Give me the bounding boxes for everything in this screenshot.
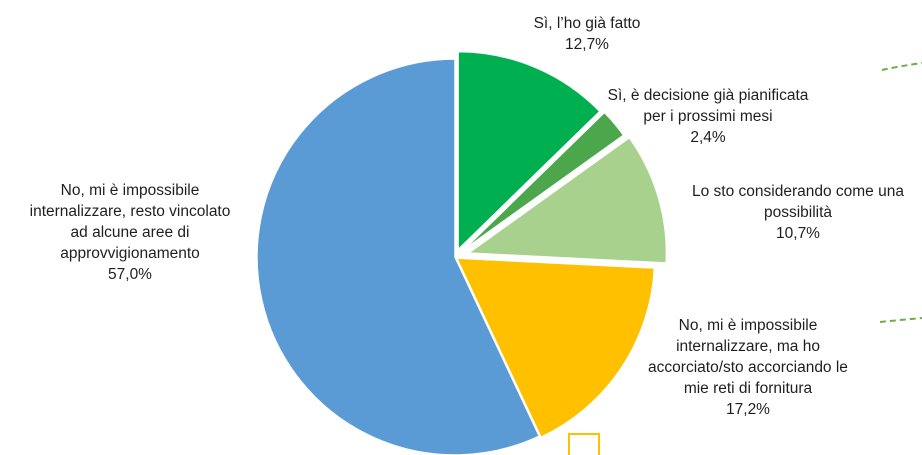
slice-name-line: No, mi è impossibile bbox=[61, 182, 200, 199]
connector-line-top bbox=[881, 62, 922, 71]
slice-name-line: Sì, l’ho già fatto bbox=[534, 15, 641, 32]
pie-slice-considering bbox=[466, 136, 668, 264]
slice-name-line: accorciato/sto accorciando le bbox=[648, 359, 848, 376]
pie-slice-already-done bbox=[457, 50, 601, 252]
slice-value-label: 2,4% bbox=[690, 129, 726, 146]
slice-label-considering: Lo sto considerando come una possibilità 1… bbox=[692, 183, 904, 242]
slice-name-line: mie reti di fornitura bbox=[684, 380, 813, 397]
slice-value-label: 12,7% bbox=[565, 36, 609, 53]
slice-name-line: ad alcune aree di bbox=[71, 224, 190, 241]
slice-name-line: internalizzare, ma ho bbox=[676, 338, 820, 355]
slice-name-line: Lo sto considerando come una bbox=[692, 183, 904, 200]
slice-value-label: 10,7% bbox=[776, 225, 820, 242]
slice-name-line: per i prossimi mesi bbox=[643, 108, 772, 125]
slice-name-line: approvvigionamento bbox=[60, 245, 200, 262]
slice-value-label: 57,0% bbox=[108, 266, 152, 283]
slice-label-planned: Sì, è decisione già pianificata per i pro… bbox=[608, 87, 809, 146]
slice-name-line: internalizzare, resto vincolato bbox=[30, 203, 231, 220]
slice-label-bound-to-areas: No, mi è impossibile internalizzare, rest… bbox=[30, 182, 231, 283]
slice-labels: Sì, l’ho già fatto 12,7% Sì, è decisione g… bbox=[30, 15, 905, 418]
slice-label-already-done: Sì, l’ho già fatto 12,7% bbox=[534, 15, 641, 53]
pie-slice-shortened-supply bbox=[455, 257, 656, 439]
slice-name-line: No, mi è impossibile bbox=[679, 317, 818, 334]
pie-slices bbox=[256, 50, 668, 455]
legend-swatch-fragment bbox=[568, 433, 600, 455]
slice-label-shortened-supply: No, mi è impossibile internalizzare, ma h… bbox=[648, 317, 848, 418]
pie-slice-bound-to-areas bbox=[256, 58, 541, 455]
slice-name-line: Sì, è decisione già pianificata bbox=[608, 87, 809, 104]
slice-value-label: 17,2% bbox=[726, 401, 770, 418]
connector-line-bottom bbox=[879, 317, 922, 323]
decorations bbox=[568, 62, 922, 455]
pie-slice-planned bbox=[462, 111, 625, 252]
slice-name-line: possibilità bbox=[764, 204, 832, 221]
